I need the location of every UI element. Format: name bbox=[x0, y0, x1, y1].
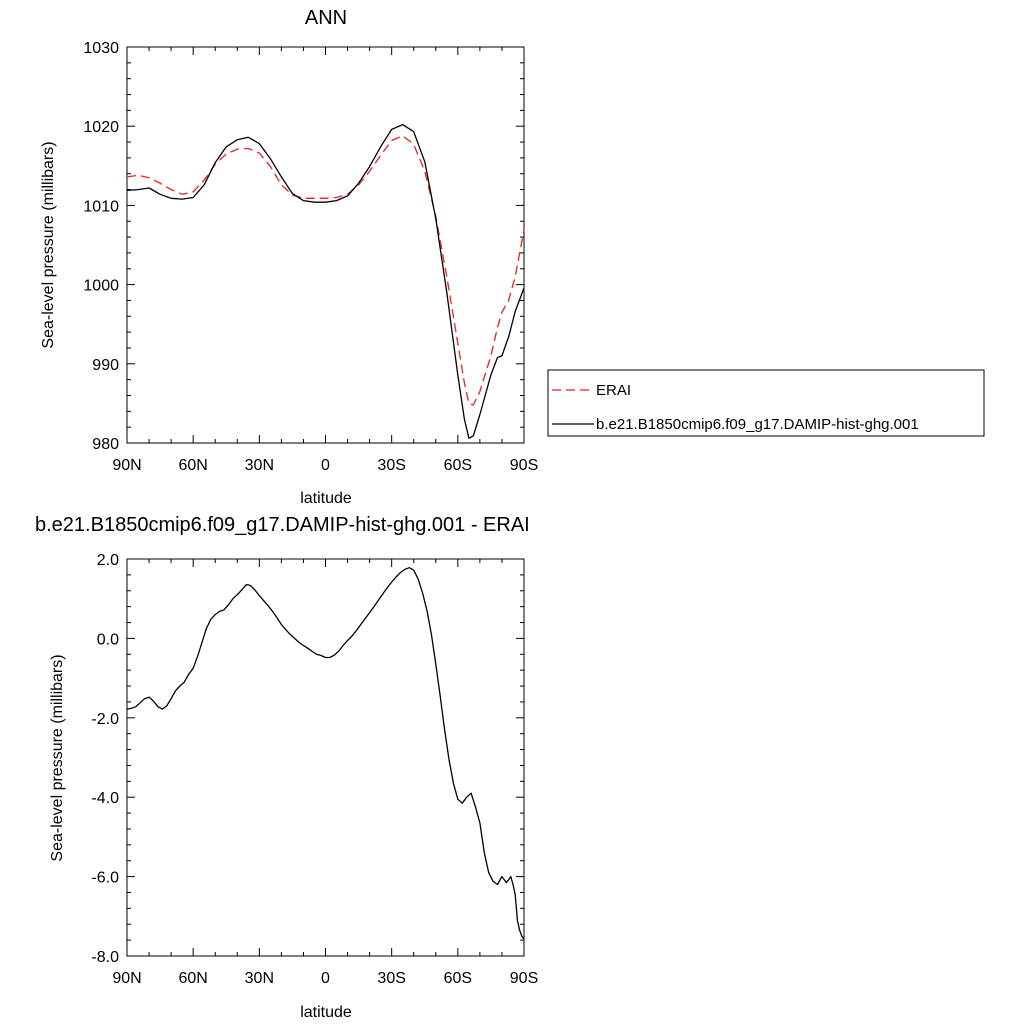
legend-erai-label: ERAI bbox=[596, 382, 631, 399]
x-tick-label: 90N bbox=[112, 457, 141, 474]
chart2-series-group bbox=[126, 567, 525, 940]
y-tick-label: -8.0 bbox=[91, 949, 119, 966]
y-tick-label: 1010 bbox=[83, 198, 119, 215]
x-tick-label: 60S bbox=[444, 970, 472, 987]
series-line-erai bbox=[126, 135, 525, 406]
x-tick-label: 30N bbox=[245, 970, 274, 987]
chart2-plot-frame bbox=[126, 558, 525, 957]
y-tick-label: -4.0 bbox=[91, 790, 119, 807]
x-tick-label: 60N bbox=[178, 970, 207, 987]
chart1-title: ANN bbox=[305, 7, 347, 29]
legend-model-label: b.e21.B1850cmip6.f09_g17.DAMIP-hist-ghg.… bbox=[596, 416, 919, 433]
x-tick-label: 0 bbox=[321, 457, 330, 474]
chart2-x-axis: 90N 60N 30N 0 30S 60S 90S bbox=[112, 559, 538, 987]
chart1-y-label: Sea-level pressure (millibars) bbox=[40, 141, 57, 348]
chart1-series-group bbox=[126, 123, 525, 439]
y-tick-label: -6.0 bbox=[91, 870, 119, 887]
chart1-x-label: latitude bbox=[300, 490, 352, 507]
y-tick-label: 2.0 bbox=[97, 552, 119, 569]
chart1-x-axis: 90N 60N 30N 0 30S 60S 90S bbox=[112, 47, 538, 474]
y-tick-label: 1000 bbox=[83, 278, 119, 295]
legend-box bbox=[547, 369, 985, 437]
chart2-title: b.e21.B1850cmip6.f09_g17.DAMIP-hist-ghg.… bbox=[35, 514, 530, 536]
series-line-model bbox=[126, 567, 525, 940]
x-tick-label: 30S bbox=[377, 457, 405, 474]
x-tick-label: 30N bbox=[245, 457, 274, 474]
y-tick-label: -2.0 bbox=[91, 711, 119, 728]
y-tick-label: 990 bbox=[92, 357, 119, 374]
chart-annual-slp: ANN 980 990 1000 1010 1020 1030 90N 60N 30N 0 30S… bbox=[40, 7, 538, 507]
chart2-x-label: latitude bbox=[300, 1004, 352, 1021]
y-tick-label: 980 bbox=[92, 436, 119, 453]
x-tick-label: 30S bbox=[377, 970, 405, 987]
x-tick-label: 60N bbox=[178, 457, 207, 474]
x-tick-label: 0 bbox=[321, 970, 330, 987]
x-tick-label: 90S bbox=[510, 457, 538, 474]
series-line-model bbox=[126, 123, 525, 439]
x-tick-label: 90N bbox=[112, 970, 141, 987]
chart-slp-difference: b.e21.B1850cmip6.f09_g17.DAMIP-hist-ghg.… bbox=[35, 514, 538, 1021]
chart2-y-axis: -8.0 -6.0 -4.0 -2.0 0.0 2.0 bbox=[91, 552, 524, 966]
y-tick-label: 1020 bbox=[83, 119, 119, 136]
chart1-legend: ERAI b.e21.B1850cmip6.f09_g17.DAMIP-hist… bbox=[547, 369, 985, 437]
x-tick-label: 60S bbox=[444, 457, 472, 474]
chart2-y-label: Sea-level pressure (millibars) bbox=[49, 654, 66, 861]
chart1-y-axis: 980 990 1000 1010 1020 1030 bbox=[83, 40, 524, 453]
x-tick-label: 90S bbox=[510, 970, 538, 987]
y-tick-label: 0.0 bbox=[97, 631, 119, 648]
y-tick-label: 1030 bbox=[83, 40, 119, 57]
